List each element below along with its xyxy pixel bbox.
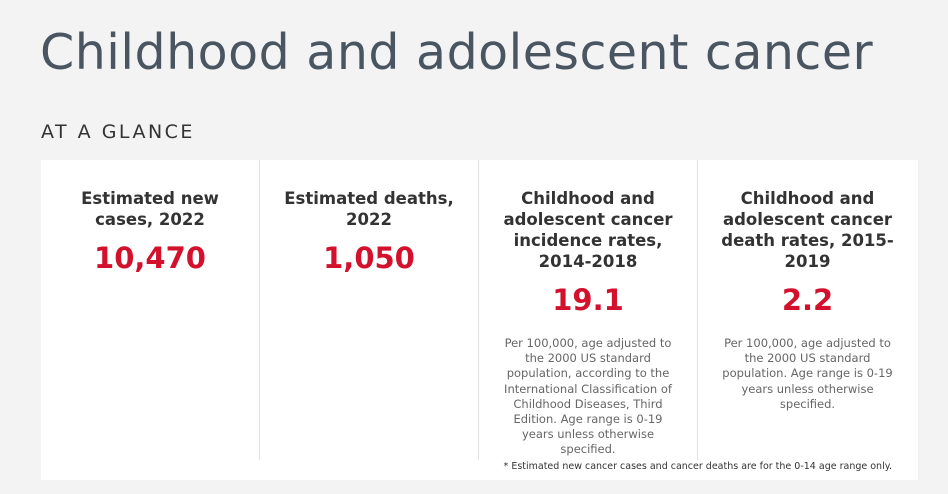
stat-heading: Childhood and adolescent cancer incidenc… bbox=[503, 189, 673, 271]
stat-note: Per 100,000, age adjusted to the 2000 US… bbox=[504, 336, 672, 457]
stat-value: 19.1 bbox=[552, 283, 624, 317]
stat-card: Estimated deaths, 2022 1,050 bbox=[260, 160, 479, 460]
stat-card: Estimated new cases, 2022 10,470 bbox=[41, 160, 260, 460]
stat-value: 2.2 bbox=[781, 283, 834, 317]
stats-columns: Estimated new cases, 2022 10,470 Estimated… bbox=[41, 160, 918, 460]
page-title: Childhood and adolescent cancer bbox=[40, 24, 874, 81]
footnote: * Estimated new cancer cases and cancer … bbox=[503, 461, 892, 472]
stats-panel: Estimated new cases, 2022 10,470 Estimated… bbox=[41, 160, 918, 480]
stat-heading: Childhood and adolescent cancer death ra… bbox=[721, 189, 894, 271]
stat-value: 1,050 bbox=[323, 241, 415, 275]
stat-card: Childhood and adolescent cancer incidenc… bbox=[479, 160, 698, 460]
section-heading: AT A GLANCE bbox=[41, 121, 195, 143]
stat-heading: Estimated new cases, 2022 bbox=[81, 189, 219, 229]
stat-heading: Estimated deaths, 2022 bbox=[284, 189, 454, 229]
stat-card: Childhood and adolescent cancer death ra… bbox=[698, 160, 917, 460]
stat-note: Per 100,000, age adjusted to the 2000 US… bbox=[722, 336, 893, 411]
stat-value: 10,470 bbox=[94, 241, 206, 275]
